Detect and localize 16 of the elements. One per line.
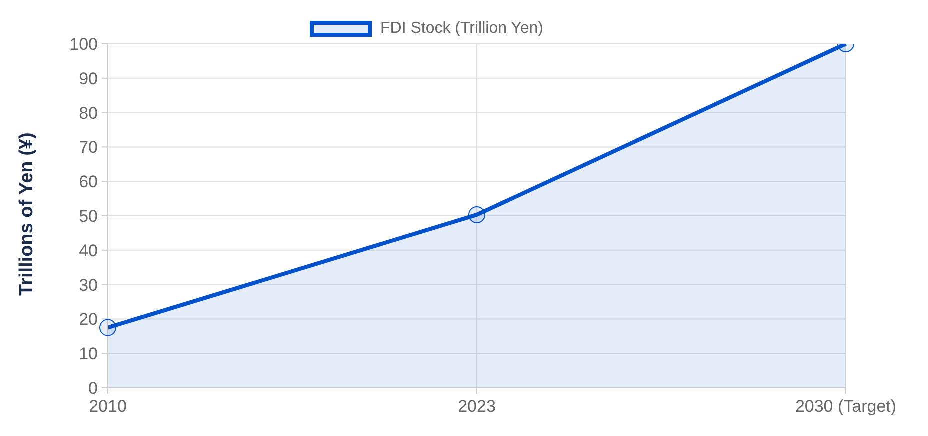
y-tick-label: 10 bbox=[79, 344, 98, 364]
y-tick-label: 30 bbox=[79, 276, 98, 295]
y-tick-label: 0 bbox=[88, 379, 98, 398]
y-axis-title: Trillions of Yen (¥) bbox=[16, 132, 38, 296]
y-tick-label: 20 bbox=[79, 310, 98, 330]
y-tick-label: 40 bbox=[79, 241, 98, 260]
x-tick-label: 2030 (Target) bbox=[795, 397, 897, 416]
y-tick-label: 80 bbox=[79, 104, 98, 123]
y-tick-label: 100 bbox=[70, 35, 98, 54]
y-tick-label: 60 bbox=[79, 172, 98, 192]
y-tick-label: 90 bbox=[79, 69, 98, 88]
legend-label: FDI Stock (Trillion Yen) bbox=[380, 20, 544, 38]
x-tick-label: 2023 bbox=[458, 397, 496, 416]
y-tick-label: 50 bbox=[79, 207, 98, 226]
y-tick-label: 70 bbox=[79, 138, 98, 158]
x-tick-label: 2010 bbox=[89, 397, 127, 416]
